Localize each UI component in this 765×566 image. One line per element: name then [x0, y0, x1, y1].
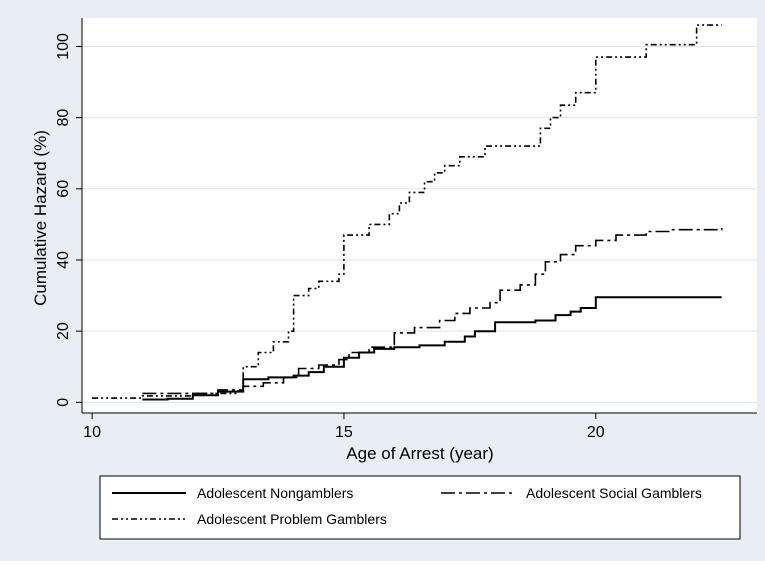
series-line-social-gamblers [142, 228, 723, 395]
x-tick-label-20: 20 [587, 424, 605, 441]
y-axis-label: Cumulative Hazard (%) [31, 130, 50, 306]
y-tick-label-40: 40 [55, 251, 72, 269]
y-tick-label-80: 80 [55, 109, 72, 127]
x-axis-label: Age of Arrest (year) [346, 444, 493, 463]
legend-label-social-gamblers: Adolescent Social Gamblers [526, 485, 702, 501]
legend-label-nongamblers: Adolescent Nongamblers [197, 485, 353, 501]
y-tick-label-100: 100 [55, 33, 72, 60]
axes [81, 18, 757, 414]
legend-box [99, 475, 741, 540]
y-tick-label-20: 20 [55, 322, 72, 340]
y-tick-label-0: 0 [55, 398, 72, 407]
plot-area [82, 18, 757, 413]
x-ticks: 10 15 20 [83, 413, 605, 441]
x-tick-label-10: 10 [83, 424, 101, 441]
x-tick-label-15: 15 [335, 424, 353, 441]
legend-label-problem-gamblers: Adolescent Problem Gamblers [197, 511, 387, 527]
grid-lines [82, 45, 757, 403]
y-tick-label-60: 60 [55, 180, 72, 198]
y-ticks: 0 20 40 60 80 100 [55, 33, 82, 407]
series-lines [92, 24, 723, 401]
legend: Adolescent Nongamblers Adolescent Social… [99, 475, 741, 540]
